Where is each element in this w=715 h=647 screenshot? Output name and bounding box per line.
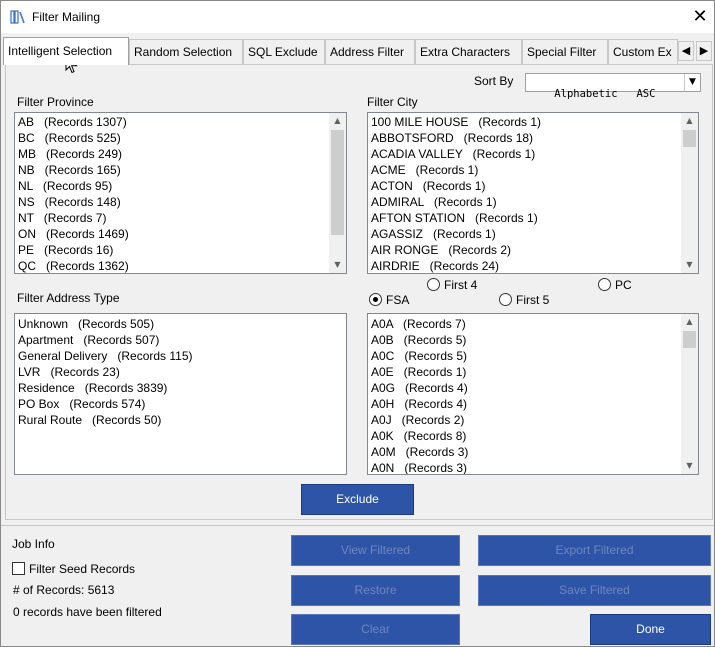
list-item[interactable]: AIR RONGE (Records 2) xyxy=(371,243,512,257)
fsa-label: FSA xyxy=(386,293,410,307)
window-title: Filter Mailing xyxy=(32,10,101,24)
list-item[interactable]: PO Box (Records 574) xyxy=(18,397,146,411)
pc-radio[interactable] xyxy=(598,278,611,291)
records-count: # of Records: 5613 xyxy=(13,583,115,597)
list-item[interactable]: General Delivery (Records 115) xyxy=(18,349,193,363)
tab-extra-characters[interactable]: Extra Characters xyxy=(415,39,522,64)
arrow-right-icon[interactable]: ▶ xyxy=(696,41,712,61)
city-listbox[interactable]: 100 MILE HOUSE (Records 1) ABBOTSFORD (R… xyxy=(367,112,699,274)
list-item[interactable]: NT (Records 7) xyxy=(18,211,107,225)
tab-random-selection[interactable]: Random Selection xyxy=(129,39,243,64)
scroll-thumb[interactable] xyxy=(683,130,696,147)
list-item[interactable]: AIRDRIE (Records 24) xyxy=(371,259,500,273)
filter-address-type-label: Filter Address Type xyxy=(17,291,120,305)
fsa-listbox[interactable]: A0A (Records 7) A0B (Records 5) A0C (Rec… xyxy=(367,313,699,475)
list-item[interactable]: Residence (Records 3839) xyxy=(18,381,168,395)
list-item[interactable]: ACME (Records 1) xyxy=(371,163,479,177)
first4-label: First 4 xyxy=(444,278,478,292)
scroll-thumb[interactable] xyxy=(683,331,696,348)
list-item[interactable]: NB (Records 165) xyxy=(18,163,121,177)
first5-label: First 5 xyxy=(516,293,550,307)
list-item[interactable]: LVR (Records 23) xyxy=(18,365,120,379)
scroll-down-icon[interactable]: ▼ xyxy=(334,260,341,269)
list-item[interactable]: ADMIRAL (Records 1) xyxy=(371,195,497,209)
list-item[interactable]: Apartment (Records 507) xyxy=(18,333,160,347)
list-item[interactable]: A0J (Records 2) xyxy=(371,413,465,427)
sort-by-select[interactable]: Alphabetic ASC ▼ xyxy=(525,73,701,100)
scroll-up-icon[interactable]: ▲ xyxy=(686,116,693,125)
list-item[interactable]: A0G (Records 4) xyxy=(371,381,468,395)
close-icon[interactable]: ✕ xyxy=(692,6,708,26)
job-info-title: Job Info xyxy=(12,537,55,551)
list-item[interactable]: A0N (Records 3) xyxy=(371,461,468,475)
city-scrollbar[interactable]: ▲ ▼ xyxy=(681,113,698,273)
tab-intelligent-selection[interactable]: Intelligent Selection xyxy=(3,37,129,65)
tab-sql-exclude[interactable]: SQL Exclude xyxy=(243,39,325,64)
province-listbox[interactable]: AB (Records 1307) BC (Records 525) MB (R… xyxy=(14,112,347,274)
sort-by-value: Alphabetic ASC xyxy=(554,88,656,100)
list-item[interactable]: Unknown (Records 505) xyxy=(18,317,155,331)
list-item[interactable]: AB (Records 1307) xyxy=(18,115,127,129)
save-filtered-button[interactable]: Save Filtered xyxy=(478,575,711,606)
books-icon xyxy=(10,10,25,24)
filter-city-label: Filter City xyxy=(367,95,418,109)
divider xyxy=(1,525,714,526)
filter-seed-label: Filter Seed Records xyxy=(29,562,136,576)
list-item[interactable]: BC (Records 525) xyxy=(18,131,121,145)
scroll-down-icon[interactable]: ▼ xyxy=(686,461,693,470)
address-type-listbox[interactable]: Unknown (Records 505) Apartment (Records… xyxy=(14,313,347,475)
list-item[interactable]: A0M (Records 3) xyxy=(371,445,469,459)
list-item[interactable]: NL (Records 95) xyxy=(18,179,113,193)
first4-radio[interactable] xyxy=(427,278,440,291)
list-item[interactable]: ACTON (Records 1) xyxy=(371,179,486,193)
clear-button[interactable]: Clear xyxy=(291,614,460,645)
view-filtered-button[interactable]: View Filtered xyxy=(291,535,460,566)
title-bar: Filter Mailing ✕ xyxy=(1,1,714,33)
restore-button[interactable]: Restore xyxy=(291,575,460,606)
tab-strip: Intelligent Selection Random Selection S… xyxy=(1,37,714,65)
tab-special-filter[interactable]: Special Filter xyxy=(522,39,608,64)
list-item[interactable]: ABBOTSFORD (Records 18) xyxy=(371,131,534,145)
arrow-left-icon[interactable]: ◀ xyxy=(678,41,694,61)
filtered-status: 0 records have been filtered xyxy=(13,605,162,619)
list-item[interactable]: A0K (Records 8) xyxy=(371,429,467,443)
tab-custom-exclude[interactable]: Custom Ex xyxy=(608,39,678,64)
list-item[interactable]: A0A (Records 7) xyxy=(371,317,466,331)
sort-by-label: Sort By xyxy=(474,74,514,88)
tab-address-filter[interactable]: Address Filter xyxy=(325,39,415,64)
export-filtered-button[interactable]: Export Filtered xyxy=(478,535,711,566)
list-item[interactable]: A0B (Records 5) xyxy=(371,333,467,347)
fsa-scrollbar[interactable]: ▲ ▼ xyxy=(681,314,698,474)
first5-radio[interactable] xyxy=(499,293,512,306)
scroll-thumb[interactable] xyxy=(331,130,344,235)
list-item[interactable]: A0C (Records 5) xyxy=(371,349,468,363)
exclude-button[interactable]: Exclude xyxy=(301,484,414,515)
list-item[interactable]: QC (Records 1362) xyxy=(18,259,129,273)
list-item[interactable]: A0E (Records 1) xyxy=(371,365,467,379)
list-item[interactable]: Rural Route (Records 50) xyxy=(18,413,162,427)
chevron-down-icon[interactable]: ▼ xyxy=(684,74,700,91)
list-item[interactable]: NS (Records 148) xyxy=(18,195,121,209)
pc-label: PC xyxy=(615,278,632,292)
list-item[interactable]: MB (Records 249) xyxy=(18,147,123,161)
filter-province-label: Filter Province xyxy=(17,95,94,109)
list-item[interactable]: ACADIA VALLEY (Records 1) xyxy=(371,147,536,161)
fsa-radio[interactable] xyxy=(369,293,382,306)
list-item[interactable]: A0H (Records 4) xyxy=(371,397,468,411)
list-item[interactable]: ON (Records 1469) xyxy=(18,227,129,241)
list-item[interactable]: 100 MILE HOUSE (Records 1) xyxy=(371,115,542,129)
done-button[interactable]: Done xyxy=(590,614,711,645)
scroll-up-icon[interactable]: ▲ xyxy=(686,317,693,326)
filter-seed-checkbox[interactable] xyxy=(12,562,25,575)
list-item[interactable]: PE (Records 16) xyxy=(18,243,114,257)
scroll-up-icon[interactable]: ▲ xyxy=(334,116,341,125)
province-scrollbar[interactable]: ▲ ▼ xyxy=(329,113,346,273)
list-item[interactable]: AFTON STATION (Records 1) xyxy=(371,211,538,225)
scroll-down-icon[interactable]: ▼ xyxy=(686,260,693,269)
list-item[interactable]: AGASSIZ (Records 1) xyxy=(371,227,496,241)
